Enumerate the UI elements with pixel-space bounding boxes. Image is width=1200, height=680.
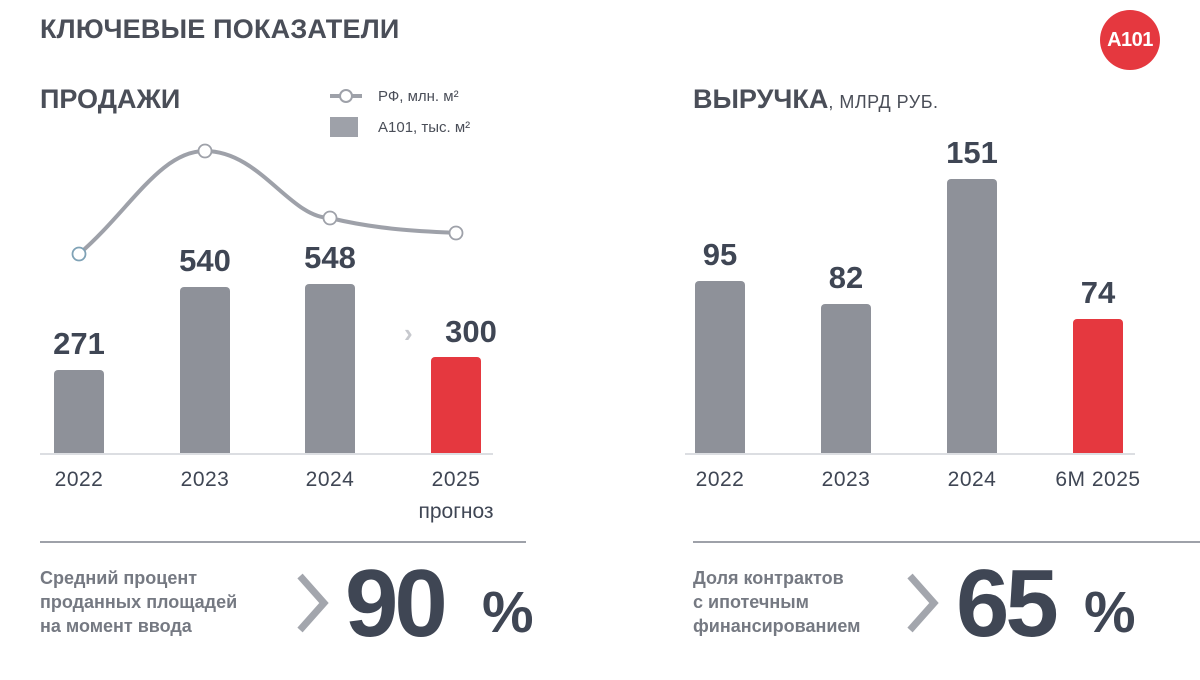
page-title: КЛЮЧЕВЫЕ ПОКАЗАТЕЛИ [40,14,400,44]
a101-logo: А101 [1100,10,1160,70]
legend-item-rf: РФ, млн. м² [330,86,459,106]
divider-right [693,541,1200,543]
sales-xlabel-2024: 2024 [305,468,355,491]
kpi-mortgage-share-value: 65 [956,550,1059,657]
divider-left [40,541,526,543]
sales-bar-2025 [431,357,481,454]
kpi-label-line: Средний процент [40,568,198,588]
kpi-label-line: финансированием [693,616,861,636]
revenue-bar-2024 [947,179,997,454]
revenue-bar-2023 [821,304,871,454]
sales-value-2024: 548 [304,240,356,275]
sales-bar-2023 [180,287,230,454]
revenue-bar-2022 [695,281,745,454]
revenue-x-axis [685,453,1135,455]
chevron-right-icon: › [404,318,413,348]
revenue-value-2023: 82 [828,260,864,295]
chevron-right-icon [907,573,939,633]
rf-sales-line [71,143,464,262]
sales-value-2025: 300 [445,314,497,349]
revenue-title: ВЫРУЧКА [693,84,829,114]
revenue-value-2022: 95 [702,237,738,272]
kpi-sold-share-label: Средний процент проданных площадей на мо… [40,566,237,638]
sales-bar-2022 [54,370,104,454]
sales-x-axis [40,453,493,455]
line-point [197,143,213,159]
revenue-xlabel-6m2025: 6M 2025 [1055,468,1141,491]
sales-value-2022: 271 [53,326,105,361]
kpi-label-line: Доля контрактов [693,568,844,588]
kpi-mortgage-share-unit: % [1084,580,1136,645]
sales-xlabel-2023: 2023 [180,468,230,491]
line-point [71,246,87,262]
sales-xlabel-2025: 2025 [431,468,481,491]
bar-swatch-icon [330,117,358,137]
kpi-label-line: проданных площадей [40,592,238,612]
revenue-xlabel-2022: 2022 [695,468,745,491]
sales-bar-2024 [305,284,355,454]
revenue-bar-6m2025 [1073,319,1123,454]
kpi-label-line: с ипотечным [693,592,809,612]
line-marker-icon [330,89,362,103]
revenue-xlabel-2024: 2024 [947,468,997,491]
kpi-sold-share-unit: % [482,580,534,645]
kpi-sold-share-value: 90 [345,550,448,657]
legend-label-rf: РФ, млн. м² [378,87,459,105]
revenue-xlabel-2023: 2023 [821,468,871,491]
kpi-mortgage-share-label: Доля контрактов с ипотечным финансирован… [693,566,861,638]
chevron-right-icon [297,573,329,633]
revenue-value-6m2025: 74 [1080,275,1116,310]
sales-xlabel-2022: 2022 [54,468,104,491]
sales-title: ПРОДАЖИ [40,84,181,114]
line-point [322,210,338,226]
sales-xlabel-forecast: прогноз [418,500,494,523]
legend-item-a101: А101, тыс. м² [330,117,470,137]
kpi-label-line: на момент ввода [40,616,192,636]
sales-value-2023: 540 [179,243,231,278]
revenue-value-2024: 151 [946,135,998,170]
revenue-unit: , МЛРД РУБ. [828,92,939,112]
legend-label-a101: А101, тыс. м² [378,118,471,136]
line-point [448,225,464,241]
revenue-heading: ВЫРУЧКА, МЛРД РУБ. [693,84,939,115]
